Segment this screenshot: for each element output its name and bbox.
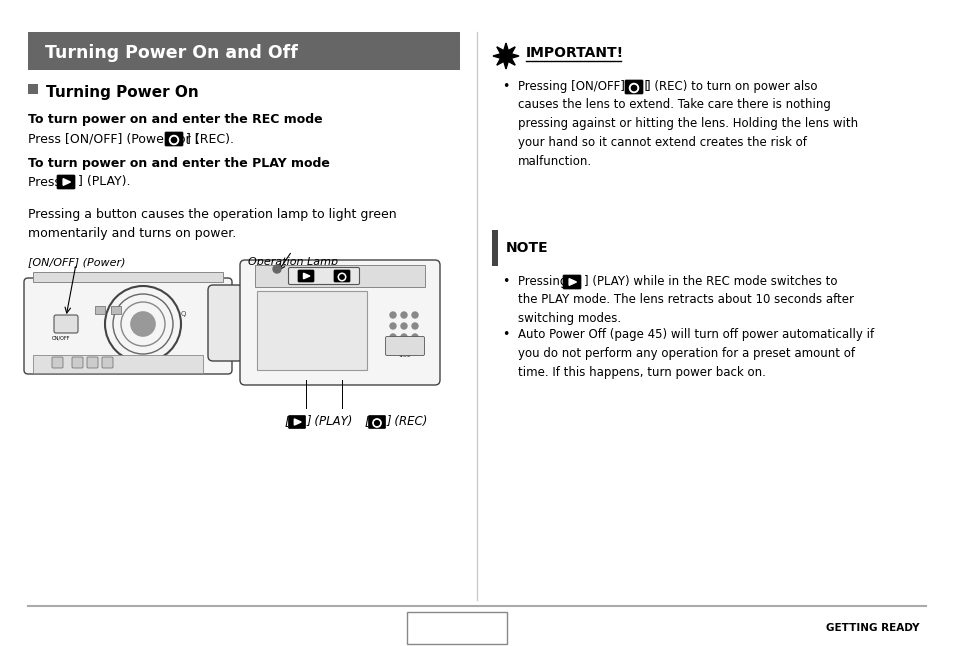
Text: ] (PLAY).: ] (PLAY). [78, 176, 131, 189]
Circle shape [338, 273, 345, 281]
Circle shape [629, 83, 638, 92]
Circle shape [390, 312, 395, 318]
Circle shape [631, 85, 636, 90]
Circle shape [412, 323, 417, 329]
Circle shape [400, 312, 407, 318]
Circle shape [375, 421, 379, 426]
Polygon shape [303, 273, 310, 279]
FancyBboxPatch shape [288, 267, 359, 284]
FancyBboxPatch shape [240, 260, 439, 385]
Bar [28, 84, 38, 94]
Text: ] (REC): ] (REC) [386, 415, 427, 428]
Text: To turn power on and enter the REC mode: To turn power on and enter the REC mode [28, 114, 322, 127]
Polygon shape [493, 43, 518, 69]
Text: Press [ON/OFF] (Power) or [: Press [ON/OFF] (Power) or [ [28, 132, 199, 145]
Text: Auto Power Off (page 45) will turn off power automatically if
you do not perform: Auto Power Off (page 45) will turn off p… [517, 328, 873, 379]
Circle shape [390, 323, 395, 329]
FancyBboxPatch shape [624, 80, 642, 94]
Text: Q: Q [180, 311, 186, 317]
FancyBboxPatch shape [288, 415, 305, 428]
Bar [33, 355, 203, 373]
Text: GETTING READY: GETTING READY [825, 623, 919, 633]
Text: •: • [501, 275, 509, 288]
Text: Press [: Press [ [28, 176, 70, 189]
Text: [ON/OFF] (Power): [ON/OFF] (Power) [28, 257, 126, 267]
Bar [95, 306, 105, 314]
FancyBboxPatch shape [385, 337, 424, 355]
Circle shape [400, 334, 407, 340]
Text: Pressing a button causes the operation lamp to light green
momentarily and turns: Pressing a button causes the operation l… [28, 208, 396, 240]
Text: [: [ [365, 415, 369, 428]
Bar [492, 230, 497, 266]
Bar [28, 32, 459, 70]
Text: Pressing [: Pressing [ [517, 275, 576, 288]
Text: •: • [501, 80, 509, 93]
FancyBboxPatch shape [562, 275, 580, 289]
Bar [111, 306, 121, 314]
FancyBboxPatch shape [54, 315, 78, 333]
Bar [256, 291, 367, 370]
Circle shape [400, 323, 407, 329]
Text: Turning Power On and Off: Turning Power On and Off [45, 44, 297, 62]
Bar [33, 272, 223, 282]
FancyBboxPatch shape [208, 285, 243, 361]
Text: To turn power on and enter the PLAY mode: To turn power on and enter the PLAY mode [28, 156, 330, 169]
Circle shape [412, 334, 417, 340]
Circle shape [339, 275, 344, 279]
Polygon shape [63, 179, 71, 185]
Polygon shape [294, 419, 301, 425]
FancyBboxPatch shape [334, 270, 350, 282]
FancyBboxPatch shape [87, 357, 98, 368]
Text: causes the lens to extend. Take care there is nothing
pressing against or hittin: causes the lens to extend. Take care the… [517, 98, 858, 168]
Text: •: • [501, 328, 509, 341]
FancyBboxPatch shape [57, 175, 75, 189]
Text: Pressing [ON/OFF] or [: Pressing [ON/OFF] or [ [517, 80, 648, 93]
Text: MENU: MENU [397, 342, 412, 348]
FancyBboxPatch shape [368, 415, 385, 428]
FancyBboxPatch shape [52, 357, 63, 368]
Circle shape [131, 312, 154, 336]
Text: the PLAY mode. The lens retracts about 10 seconds after
switching modes.: the PLAY mode. The lens retracts about 1… [517, 293, 853, 325]
Circle shape [373, 419, 381, 427]
Circle shape [412, 312, 417, 318]
Text: [: [ [285, 415, 290, 428]
FancyBboxPatch shape [165, 132, 183, 146]
Circle shape [273, 265, 281, 273]
Text: ] (PLAY): ] (PLAY) [306, 415, 352, 428]
Text: ] (REC) to turn on power also: ] (REC) to turn on power also [645, 80, 817, 93]
Text: 43: 43 [446, 619, 467, 637]
Circle shape [170, 136, 178, 145]
Circle shape [390, 334, 395, 340]
Text: NOTE: NOTE [505, 241, 548, 255]
Text: Turning Power On: Turning Power On [46, 85, 198, 101]
Bar [254, 265, 424, 287]
FancyBboxPatch shape [407, 612, 506, 644]
FancyBboxPatch shape [297, 270, 314, 282]
Text: Operation Lamp: Operation Lamp [248, 257, 337, 267]
Text: ] (PLAY) while in the REC mode switches to: ] (PLAY) while in the REC mode switches … [583, 275, 837, 288]
Circle shape [131, 312, 154, 336]
Text: IMPORTANT!: IMPORTANT! [525, 46, 623, 60]
Text: ON/OFF: ON/OFF [51, 335, 71, 340]
Polygon shape [569, 278, 576, 286]
Text: ◄ DSP: ◄ DSP [398, 354, 411, 358]
Text: ] (REC).: ] (REC). [186, 132, 233, 145]
FancyBboxPatch shape [24, 278, 232, 374]
Circle shape [172, 138, 176, 143]
FancyBboxPatch shape [102, 357, 112, 368]
FancyBboxPatch shape [71, 357, 83, 368]
